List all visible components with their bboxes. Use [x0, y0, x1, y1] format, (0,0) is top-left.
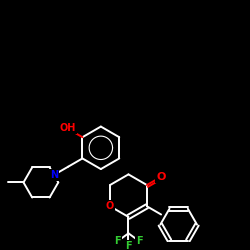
Text: F: F — [136, 236, 142, 246]
Text: O: O — [156, 172, 166, 182]
Text: F: F — [114, 236, 121, 246]
Text: F: F — [125, 241, 132, 250]
Text: O: O — [106, 201, 114, 211]
Text: N: N — [50, 170, 58, 180]
Text: OH: OH — [59, 124, 76, 134]
